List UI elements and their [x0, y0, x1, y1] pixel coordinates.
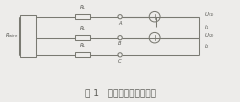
- Text: $R_{\rm wire}$: $R_{\rm wire}$: [5, 31, 18, 40]
- Bar: [75, 35, 90, 40]
- Text: $I_1$: $I_1$: [204, 23, 210, 32]
- Text: 图 1   温度测量的检测电路: 图 1 温度测量的检测电路: [84, 88, 156, 98]
- Text: $R_L$: $R_L$: [79, 24, 86, 33]
- Text: $U_{(1)}$: $U_{(1)}$: [204, 11, 215, 19]
- Text: $R_L$: $R_L$: [79, 3, 86, 12]
- Text: $I_2$: $I_2$: [204, 42, 210, 51]
- Text: A: A: [118, 21, 122, 26]
- Text: $U_{(2)}$: $U_{(2)}$: [204, 32, 215, 40]
- Text: $R_L$: $R_L$: [79, 41, 86, 50]
- Text: B: B: [118, 42, 122, 47]
- Text: C: C: [118, 59, 122, 64]
- Bar: [75, 14, 90, 19]
- Bar: [20, 15, 36, 57]
- Bar: [75, 52, 90, 57]
